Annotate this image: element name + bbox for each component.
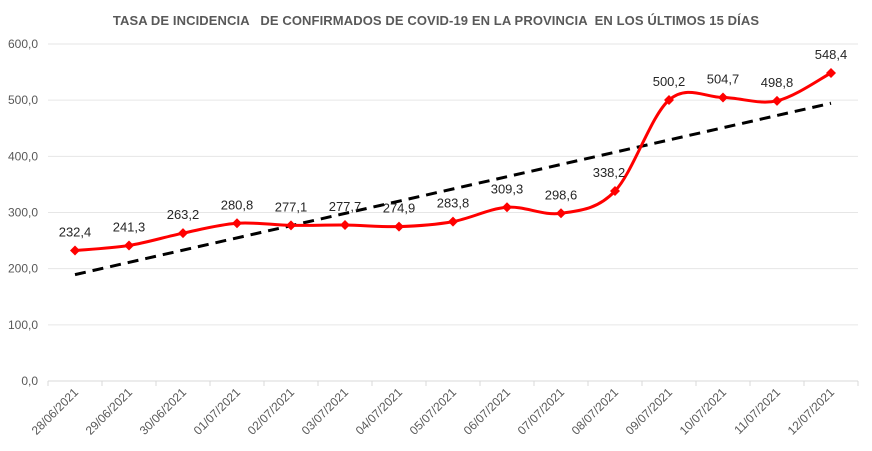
data-label: 280,8 bbox=[221, 197, 254, 212]
y-tick-label: 0,0 bbox=[21, 374, 38, 388]
x-tick-label: 07/07/2021 bbox=[515, 385, 568, 438]
data-label: 241,3 bbox=[113, 219, 146, 234]
data-label: 232,4 bbox=[59, 224, 92, 239]
data-point-marker bbox=[502, 202, 512, 213]
x-tick-label: 29/06/2021 bbox=[83, 385, 136, 438]
y-tick-label: 100,0 bbox=[8, 318, 38, 332]
trendline bbox=[74, 101, 832, 277]
data-label: 277,1 bbox=[275, 199, 308, 214]
data-point-marker bbox=[124, 240, 134, 251]
data-point-marker bbox=[772, 95, 782, 106]
x-tick-label: 04/07/2021 bbox=[353, 385, 406, 438]
x-tick-label: 30/06/2021 bbox=[137, 385, 190, 438]
x-tick-label: 02/07/2021 bbox=[245, 385, 298, 438]
x-tick-label: 03/07/2021 bbox=[299, 385, 352, 438]
x-tick-label: 11/07/2021 bbox=[731, 385, 783, 437]
data-label: 498,8 bbox=[761, 75, 794, 90]
x-tick-label: 10/07/2021 bbox=[677, 385, 730, 438]
y-tick-label: 400,0 bbox=[8, 149, 38, 163]
chart-title: TASA DE INCIDENCIA DE CONFIRMADOS DE COV… bbox=[112, 13, 760, 28]
x-tick-label: 12/07/2021 bbox=[785, 385, 838, 438]
data-label: 548,4 bbox=[815, 47, 848, 62]
data-point-marker bbox=[826, 67, 836, 78]
data-point-marker bbox=[286, 220, 296, 231]
data-label: 338,2 bbox=[593, 165, 626, 180]
data-point-marker bbox=[556, 208, 566, 219]
x-tick-label: 09/07/2021 bbox=[623, 385, 676, 438]
data-point-marker bbox=[610, 186, 620, 197]
data-label: 274,9 bbox=[383, 201, 416, 216]
y-tick-label: 500,0 bbox=[8, 93, 38, 107]
data-point-marker bbox=[232, 218, 242, 229]
data-point-marker bbox=[718, 92, 728, 103]
data-label: 263,2 bbox=[167, 207, 200, 222]
y-tick-label: 300,0 bbox=[8, 206, 38, 220]
data-label: 500,2 bbox=[653, 74, 686, 89]
y-tick-label: 600,0 bbox=[8, 37, 38, 51]
x-tick-label: 08/07/2021 bbox=[569, 385, 622, 438]
data-point-marker bbox=[178, 228, 188, 239]
y-tick-label: 200,0 bbox=[8, 262, 38, 276]
x-tick-label: 05/07/2021 bbox=[407, 385, 460, 438]
data-label: 504,7 bbox=[707, 72, 740, 87]
data-label: 298,6 bbox=[545, 187, 578, 202]
data-point-marker bbox=[70, 245, 80, 256]
data-label: 277,7 bbox=[329, 199, 362, 214]
data-point-marker bbox=[448, 216, 458, 227]
x-tick-label: 28/06/2021 bbox=[29, 385, 82, 438]
data-point-marker bbox=[394, 221, 404, 232]
data-point-marker bbox=[340, 220, 350, 231]
data-label: 283,8 bbox=[437, 196, 470, 211]
x-tick-label: 06/07/2021 bbox=[461, 385, 514, 438]
data-label: 309,3 bbox=[491, 181, 524, 196]
x-tick-label: 01/07/2021 bbox=[191, 385, 244, 438]
data-point-marker bbox=[664, 95, 674, 106]
